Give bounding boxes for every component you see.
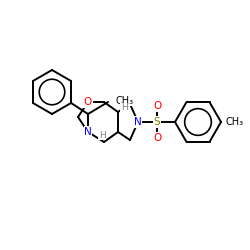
Text: CH₃: CH₃ xyxy=(225,117,243,127)
Text: O: O xyxy=(153,101,161,111)
Text: N: N xyxy=(134,117,142,127)
Text: O: O xyxy=(84,97,92,107)
Text: S: S xyxy=(154,117,160,127)
Text: O: O xyxy=(153,133,161,143)
Text: N: N xyxy=(84,127,92,137)
Text: H: H xyxy=(98,130,105,140)
Text: H: H xyxy=(120,104,128,112)
Text: CH₃: CH₃ xyxy=(116,96,134,106)
